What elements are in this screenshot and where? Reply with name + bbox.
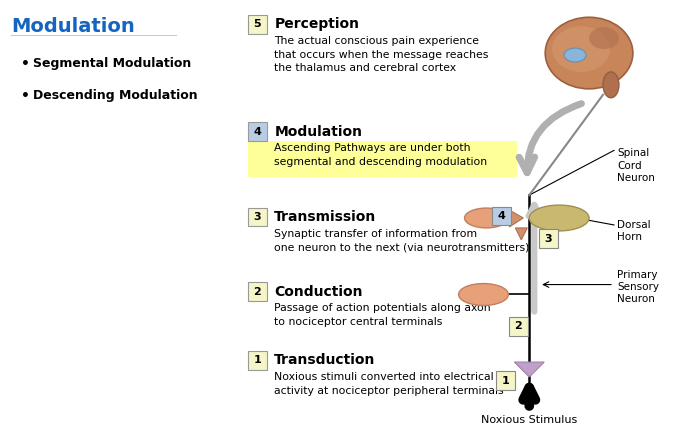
Text: •: • <box>21 89 30 103</box>
Polygon shape <box>515 228 527 240</box>
Text: Transduction: Transduction <box>274 353 376 367</box>
FancyBboxPatch shape <box>539 229 558 248</box>
FancyBboxPatch shape <box>248 351 267 369</box>
Ellipse shape <box>589 27 619 49</box>
Text: Synaptic transfer of information from
one neuron to the next (via neurotransmitt: Synaptic transfer of information from on… <box>274 229 530 253</box>
FancyBboxPatch shape <box>248 282 267 301</box>
Text: Primary
Sensory
Neuron: Primary Sensory Neuron <box>617 270 659 305</box>
Text: Ascending Pathways are under both
segmental and descending modulation: Ascending Pathways are under both segmen… <box>274 143 487 167</box>
Text: Modulation: Modulation <box>274 124 363 139</box>
Text: 3: 3 <box>545 234 552 244</box>
FancyBboxPatch shape <box>248 122 267 141</box>
FancyBboxPatch shape <box>248 142 517 177</box>
Text: Transmission: Transmission <box>274 210 377 224</box>
Text: 2: 2 <box>514 321 522 331</box>
Text: Conduction: Conduction <box>274 285 363 299</box>
FancyBboxPatch shape <box>496 372 514 391</box>
Text: Dorsal
Horn: Dorsal Horn <box>617 220 650 242</box>
Text: 1: 1 <box>253 355 261 365</box>
Text: Noxious stimuli converted into electrical
activity at nociceptor peripheral term: Noxious stimuli converted into electrica… <box>274 372 504 396</box>
FancyBboxPatch shape <box>248 15 267 34</box>
FancyBboxPatch shape <box>492 206 511 226</box>
Ellipse shape <box>529 205 589 231</box>
Text: Passage of action potentials along axon
to nociceptor central terminals: Passage of action potentials along axon … <box>274 303 491 327</box>
Text: •: • <box>21 57 30 71</box>
Ellipse shape <box>564 48 586 62</box>
Polygon shape <box>514 362 544 377</box>
Text: Modulation: Modulation <box>11 17 135 36</box>
Ellipse shape <box>465 208 508 228</box>
Text: Noxious Stimulus: Noxious Stimulus <box>481 415 578 425</box>
Text: 2: 2 <box>253 286 261 296</box>
Text: Descending Modulation: Descending Modulation <box>34 89 198 102</box>
FancyBboxPatch shape <box>248 207 267 226</box>
Text: 3: 3 <box>253 212 261 222</box>
Text: 4: 4 <box>498 211 505 221</box>
Text: Segmental Modulation: Segmental Modulation <box>34 57 192 70</box>
Text: 5: 5 <box>253 19 261 29</box>
Ellipse shape <box>545 17 633 89</box>
FancyBboxPatch shape <box>509 317 528 336</box>
Polygon shape <box>510 210 524 227</box>
Ellipse shape <box>552 26 610 72</box>
Text: 4: 4 <box>253 127 261 137</box>
Text: Spinal
Cord
Neuron: Spinal Cord Neuron <box>617 149 655 183</box>
Text: 1: 1 <box>501 376 510 386</box>
Ellipse shape <box>603 72 619 98</box>
Text: Perception: Perception <box>274 17 359 31</box>
Ellipse shape <box>458 283 508 305</box>
Text: The actual conscious pain experience
that occurs when the message reaches
the th: The actual conscious pain experience tha… <box>274 36 489 73</box>
